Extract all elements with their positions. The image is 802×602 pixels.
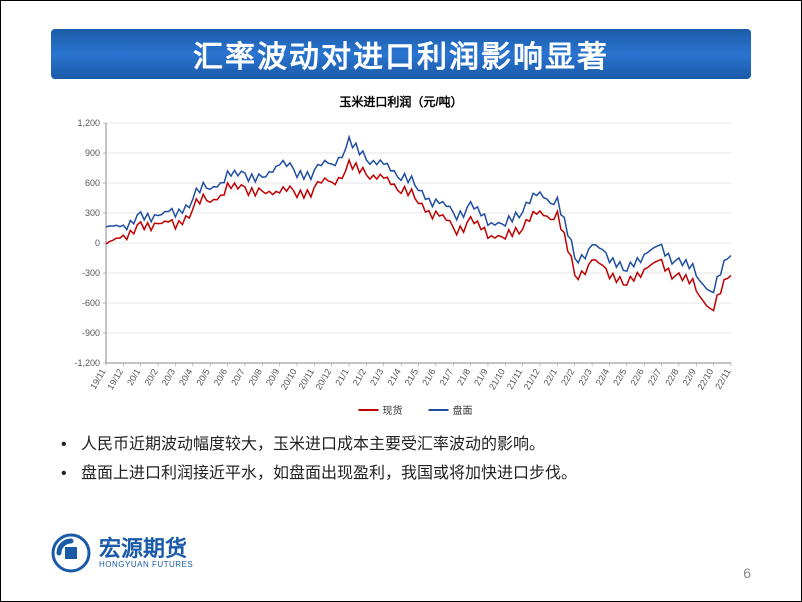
svg-text:21/10: 21/10 <box>487 367 507 392</box>
svg-text:22/10: 22/10 <box>695 367 715 392</box>
svg-text:-900: -900 <box>82 328 100 338</box>
svg-text:20/6: 20/6 <box>212 367 229 387</box>
svg-text:600: 600 <box>85 178 100 188</box>
svg-text:20/8: 20/8 <box>247 367 264 387</box>
slide: 汇率波动对进口利润影响显著 玉米进口利润（元/吨） -1,200 -900 -600… <box>0 0 802 602</box>
svg-text:900: 900 <box>85 148 100 158</box>
svg-text:盘面: 盘面 <box>453 404 473 417</box>
svg-text:21/8: 21/8 <box>455 367 472 387</box>
logo-name-cn: 宏源期货 <box>99 538 193 560</box>
bullet-item: 人民币近期波动幅度较大，玉米进口成本主要受汇率波动的影响。 <box>61 431 741 460</box>
svg-text:21/2: 21/2 <box>351 367 368 387</box>
chart-title: 玉米进口利润（元/吨） <box>61 93 741 110</box>
company-logo: 宏源期货 HONGYUAN FUTURES <box>51 533 193 573</box>
logo-name-en: HONGYUAN FUTURES <box>99 560 193 569</box>
svg-text:19/12: 19/12 <box>105 367 125 392</box>
svg-text:22/3: 22/3 <box>576 367 593 387</box>
svg-text:1,200: 1,200 <box>77 118 100 128</box>
import-profit-chart: 玉米进口利润（元/吨） -1,200 -900 -600 -300 0 300 600 900… <box>61 93 741 413</box>
svg-text:22/7: 22/7 <box>646 367 663 387</box>
title-bar: 汇率波动对进口利润影响显著 <box>51 29 751 79</box>
svg-text:22/8: 22/8 <box>663 367 680 387</box>
svg-text:21/5: 21/5 <box>403 367 420 387</box>
svg-text:22/11: 22/11 <box>713 367 733 391</box>
svg-text:300: 300 <box>85 208 100 218</box>
logo-icon <box>51 533 91 573</box>
svg-text:20/9: 20/9 <box>264 367 281 387</box>
svg-text:21/6: 21/6 <box>420 367 437 387</box>
svg-text:-300: -300 <box>82 268 100 278</box>
svg-text:22/4: 22/4 <box>594 367 611 387</box>
svg-text:现货: 现货 <box>383 404 403 417</box>
svg-text:21/7: 21/7 <box>438 367 455 387</box>
slide-title: 汇率波动对进口利润影响显著 <box>193 32 609 76</box>
svg-text:20/10: 20/10 <box>279 367 299 392</box>
bullet-item: 盘面上进口利润接近平水，如盘面出现盈利，我国或将加快进口步伐。 <box>61 460 741 489</box>
bullet-list: 人民币近期波动幅度较大，玉米进口成本主要受汇率波动的影响。 盘面上进口利润接近平… <box>61 431 741 489</box>
svg-text:22/5: 22/5 <box>611 367 628 387</box>
svg-text:21/12: 21/12 <box>522 367 542 392</box>
svg-text:20/2: 20/2 <box>142 367 159 387</box>
svg-text:21/4: 21/4 <box>385 367 402 387</box>
svg-text:21/9: 21/9 <box>472 367 489 387</box>
chart-svg: -1,200-900-600-30003006009001,20019/1119… <box>61 118 741 418</box>
svg-text:20/12: 20/12 <box>314 367 334 392</box>
logo-text: 宏源期货 HONGYUAN FUTURES <box>99 538 193 569</box>
svg-text:20/1: 20/1 <box>125 367 142 387</box>
svg-text:22/6: 22/6 <box>629 367 646 387</box>
svg-text:-1,200: -1,200 <box>74 358 100 368</box>
svg-text:22/9: 22/9 <box>681 367 698 387</box>
svg-text:21/1: 21/1 <box>333 367 350 387</box>
svg-text:20/3: 20/3 <box>160 367 177 387</box>
svg-text:20/7: 20/7 <box>229 367 246 387</box>
svg-text:22/2: 22/2 <box>559 367 576 387</box>
page-number: 6 <box>743 565 751 581</box>
svg-text:21/3: 21/3 <box>368 367 385 387</box>
svg-text:-600: -600 <box>82 298 100 308</box>
svg-text:20/4: 20/4 <box>177 367 194 387</box>
svg-text:22/1: 22/1 <box>542 367 559 387</box>
svg-text:20/5: 20/5 <box>194 367 211 387</box>
svg-text:0: 0 <box>95 238 100 248</box>
